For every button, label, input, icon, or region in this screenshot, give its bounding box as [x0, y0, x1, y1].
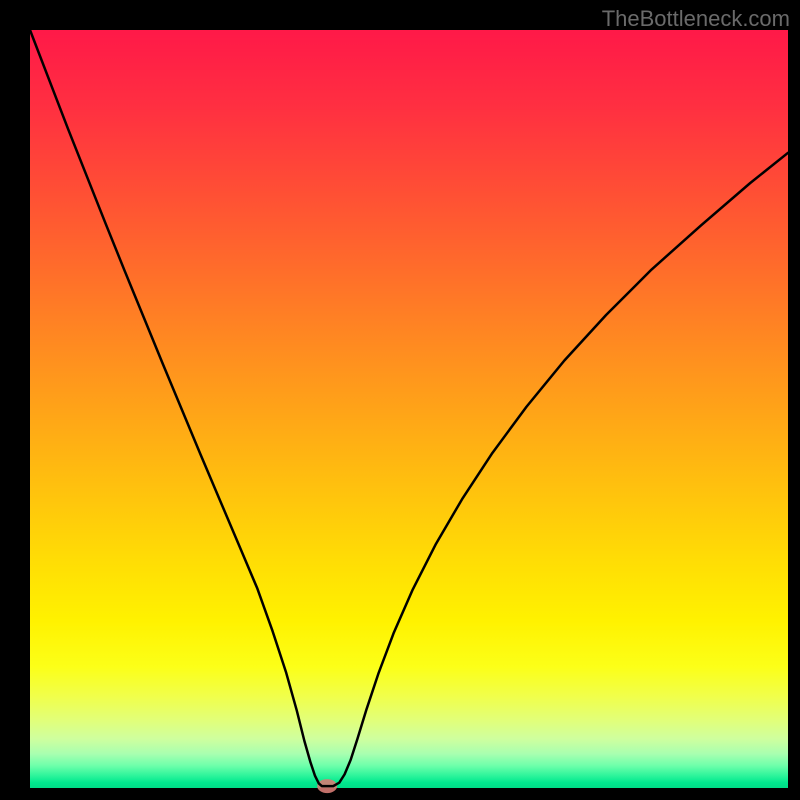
chart-container: TheBottleneck.com [0, 0, 800, 800]
chart-background [30, 30, 788, 788]
watermark-text: TheBottleneck.com [602, 6, 790, 32]
bottleneck-chart [0, 0, 800, 800]
